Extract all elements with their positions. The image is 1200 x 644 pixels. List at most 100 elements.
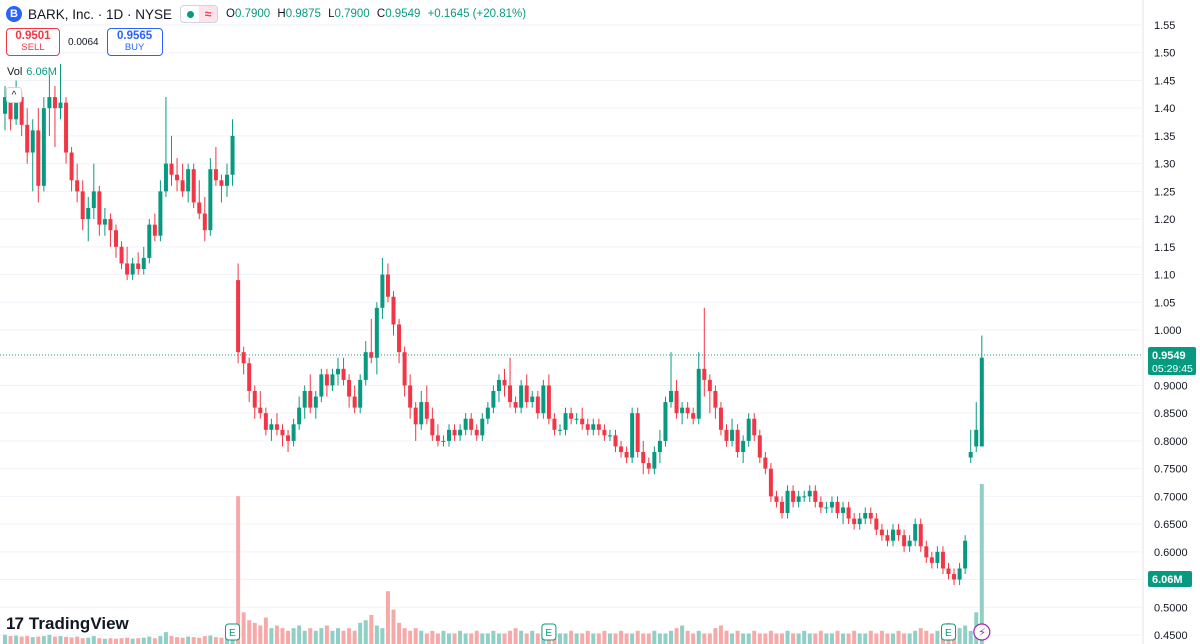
volume-bar xyxy=(80,638,85,644)
volume-bar xyxy=(280,628,285,644)
buy-button[interactable]: 0.9565 BUY xyxy=(106,28,163,56)
candle-body xyxy=(741,440,746,452)
candle-body xyxy=(935,551,940,563)
volume-bar xyxy=(330,630,335,644)
candle-body xyxy=(247,363,252,391)
volume-bar xyxy=(136,638,141,644)
volume-bar xyxy=(619,630,624,644)
volume-bar xyxy=(607,633,612,644)
candle-body xyxy=(141,257,146,269)
candle-body xyxy=(230,135,235,175)
volume-bar xyxy=(435,633,440,644)
low-label: L xyxy=(328,8,335,20)
volume-bar xyxy=(452,633,457,644)
volume-bar xyxy=(674,628,679,644)
volume-bar xyxy=(508,630,513,644)
status-badges: ≈ xyxy=(180,5,219,23)
candle-body xyxy=(391,296,396,325)
volume-bar xyxy=(691,633,696,644)
candle-body xyxy=(707,379,712,391)
wave-icon[interactable]: ≈ xyxy=(199,6,218,22)
last-price-label: 0.9549 xyxy=(1152,350,1186,362)
symbol-title[interactable]: BARK, Inc. · 1D · NYSE xyxy=(28,6,173,22)
candle-body xyxy=(413,407,418,425)
candle-body xyxy=(846,507,851,519)
candle-body xyxy=(713,391,718,408)
candle-body xyxy=(213,169,218,181)
volume-bar xyxy=(891,633,895,644)
volume-bar xyxy=(413,628,418,644)
y-tick-label: 0.9000 xyxy=(1154,380,1188,392)
volume-bar xyxy=(125,637,130,644)
volume-bar xyxy=(158,636,163,644)
candle-body xyxy=(541,385,546,414)
volume-value: 6.06M xyxy=(26,66,57,78)
volume-bar xyxy=(152,638,157,644)
candle-body xyxy=(896,529,901,536)
volume-bar xyxy=(785,630,790,644)
volume-bar xyxy=(929,633,934,644)
candle-body xyxy=(724,429,729,441)
candle-body xyxy=(341,368,346,380)
candle-body xyxy=(369,352,374,358)
candle-body xyxy=(757,435,762,458)
candle-body xyxy=(752,418,757,436)
market-open-icon xyxy=(181,6,199,22)
candle-body xyxy=(591,424,596,430)
volume-bar xyxy=(369,614,374,644)
volume-bar xyxy=(352,630,357,644)
candle-body xyxy=(186,169,191,192)
y-tick-label: 0.4500 xyxy=(1154,630,1188,642)
candle-body xyxy=(30,130,35,153)
candle-body xyxy=(52,97,57,109)
volume-bar xyxy=(147,636,152,644)
volume-bar xyxy=(535,633,540,644)
volume-bar xyxy=(263,617,268,644)
earnings-marker[interactable] xyxy=(941,623,956,641)
volume-bar xyxy=(718,625,723,644)
volume-bar xyxy=(91,636,96,644)
volume-bar xyxy=(191,637,196,644)
candle-body xyxy=(130,263,135,275)
volume-bar xyxy=(896,630,901,644)
volume-bar xyxy=(69,637,74,644)
volume-bar xyxy=(102,638,107,644)
high-label: H xyxy=(277,8,286,20)
candle-body xyxy=(358,379,363,408)
close-value: 0.9549 xyxy=(385,8,421,20)
candle-body xyxy=(458,429,463,436)
candle-body xyxy=(152,224,157,236)
candle-body xyxy=(102,219,107,225)
volume-bar xyxy=(680,625,685,644)
candle-body xyxy=(746,418,751,441)
candle-body xyxy=(452,429,457,436)
symbol-legend: B BARK, Inc. · 1D · NYSE ≈ O0.7900 H0.98… xyxy=(6,5,526,23)
collapse-legend-button[interactable]: ^ xyxy=(6,87,22,103)
candle-body xyxy=(607,435,612,437)
candle-body xyxy=(685,407,690,414)
candle-body xyxy=(197,202,202,214)
volume-bar xyxy=(669,630,673,644)
volume-bar xyxy=(480,633,485,644)
sell-label: SELL xyxy=(21,42,45,53)
volume-label: Vol xyxy=(7,66,23,78)
volume-bar xyxy=(319,628,324,644)
sell-button[interactable]: 0.9501 SELL xyxy=(6,28,60,56)
volume-bar xyxy=(52,636,57,644)
change-value: +0.1645 (+20.81%) xyxy=(427,8,527,20)
earnings-marker[interactable] xyxy=(225,623,241,641)
candle-body xyxy=(447,429,451,441)
volume-bar xyxy=(979,484,984,644)
candle-body xyxy=(496,379,501,391)
candle-body xyxy=(191,169,196,203)
candle-body xyxy=(735,429,740,452)
y-tick-label: 0.8000 xyxy=(1154,436,1188,448)
tradingview-brand[interactable]: 17 TradingView xyxy=(6,614,129,634)
volume-bar xyxy=(630,633,635,644)
candle-body xyxy=(19,97,24,125)
earnings-marker[interactable] xyxy=(541,623,557,641)
candle-body xyxy=(891,529,895,541)
candle-body xyxy=(652,452,657,469)
volume-bar xyxy=(818,630,823,644)
